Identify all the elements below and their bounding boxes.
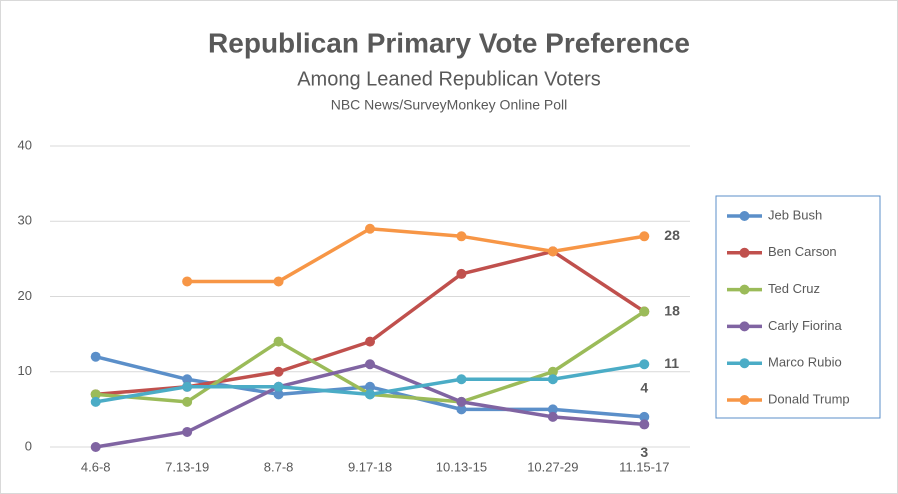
data-point [90,389,101,400]
data-point [273,366,284,377]
data-point [182,276,193,287]
y-tick-label: 0 [25,438,32,453]
legend-marker [739,247,750,258]
x-tick-label: 8.7-8 [264,459,294,474]
x-tick-label: 7.13-19 [165,459,209,474]
data-point [639,306,650,317]
data-point [456,268,467,279]
legend-label: Marco Rubio [768,355,842,370]
data-point [639,419,650,430]
y-tick-label: 30 [18,213,32,228]
y-tick-label: 20 [18,288,32,303]
legend-label: Donald Trump [768,391,850,406]
data-point [547,374,558,385]
x-tick-label: 4.6-8 [81,459,111,474]
legend-marker [739,321,750,332]
legend-marker [739,358,750,369]
data-point [456,374,467,385]
legend-marker [739,211,750,221]
data-point [456,231,467,242]
legend-label: Ted Cruz [768,281,820,296]
data-label: 18 [664,302,680,318]
data-point [182,426,193,437]
data-point [273,389,284,400]
data-point [273,276,284,287]
data-point [547,404,558,415]
data-point [547,246,558,257]
data-point [456,396,467,407]
data-point [547,366,558,377]
series-line [187,227,645,284]
x-tick-label: 9.17-18 [348,459,392,474]
data-point [365,223,375,234]
y-tick-label: 10 [18,363,32,378]
data-point [365,359,375,370]
x-tick-label: 11.15-17 [619,459,669,474]
chart-title: Republican Primary Vote Preference [208,27,690,58]
data-point [182,381,193,392]
legend-box [715,195,881,419]
data-label: 4 [640,380,648,396]
data-point [639,231,650,242]
data-label: 11 [664,355,679,371]
data-point [90,351,101,362]
data-point [365,389,375,400]
data-point [365,381,375,392]
data-point [639,411,650,422]
data-point [182,374,193,385]
data-point [639,359,650,370]
data-point [90,396,101,407]
data-point [273,336,284,347]
legend-marker [739,284,750,295]
y-tick-label: 40 [18,137,32,152]
x-tick-label: 10.27-29 [527,459,578,474]
chart-source: NBC News/SurveyMonkey Online Poll [331,97,568,113]
data-point [547,411,558,422]
data-label: 28 [664,227,680,243]
data-point [90,442,101,452]
legend-marker [739,395,750,405]
legend-label: Ben Carson [768,244,837,259]
chart-subtitle: Among Leaned Republican Voters [297,68,601,90]
legend-label: Jeb Bush [768,207,822,222]
data-point [182,396,193,407]
data-point [365,336,375,347]
data-label: 3 [640,444,648,460]
x-tick-label: 10.13-15 [436,459,487,474]
legend-label: Carly Fiorina [768,318,842,333]
data-point [273,381,284,392]
data-point [456,404,467,415]
